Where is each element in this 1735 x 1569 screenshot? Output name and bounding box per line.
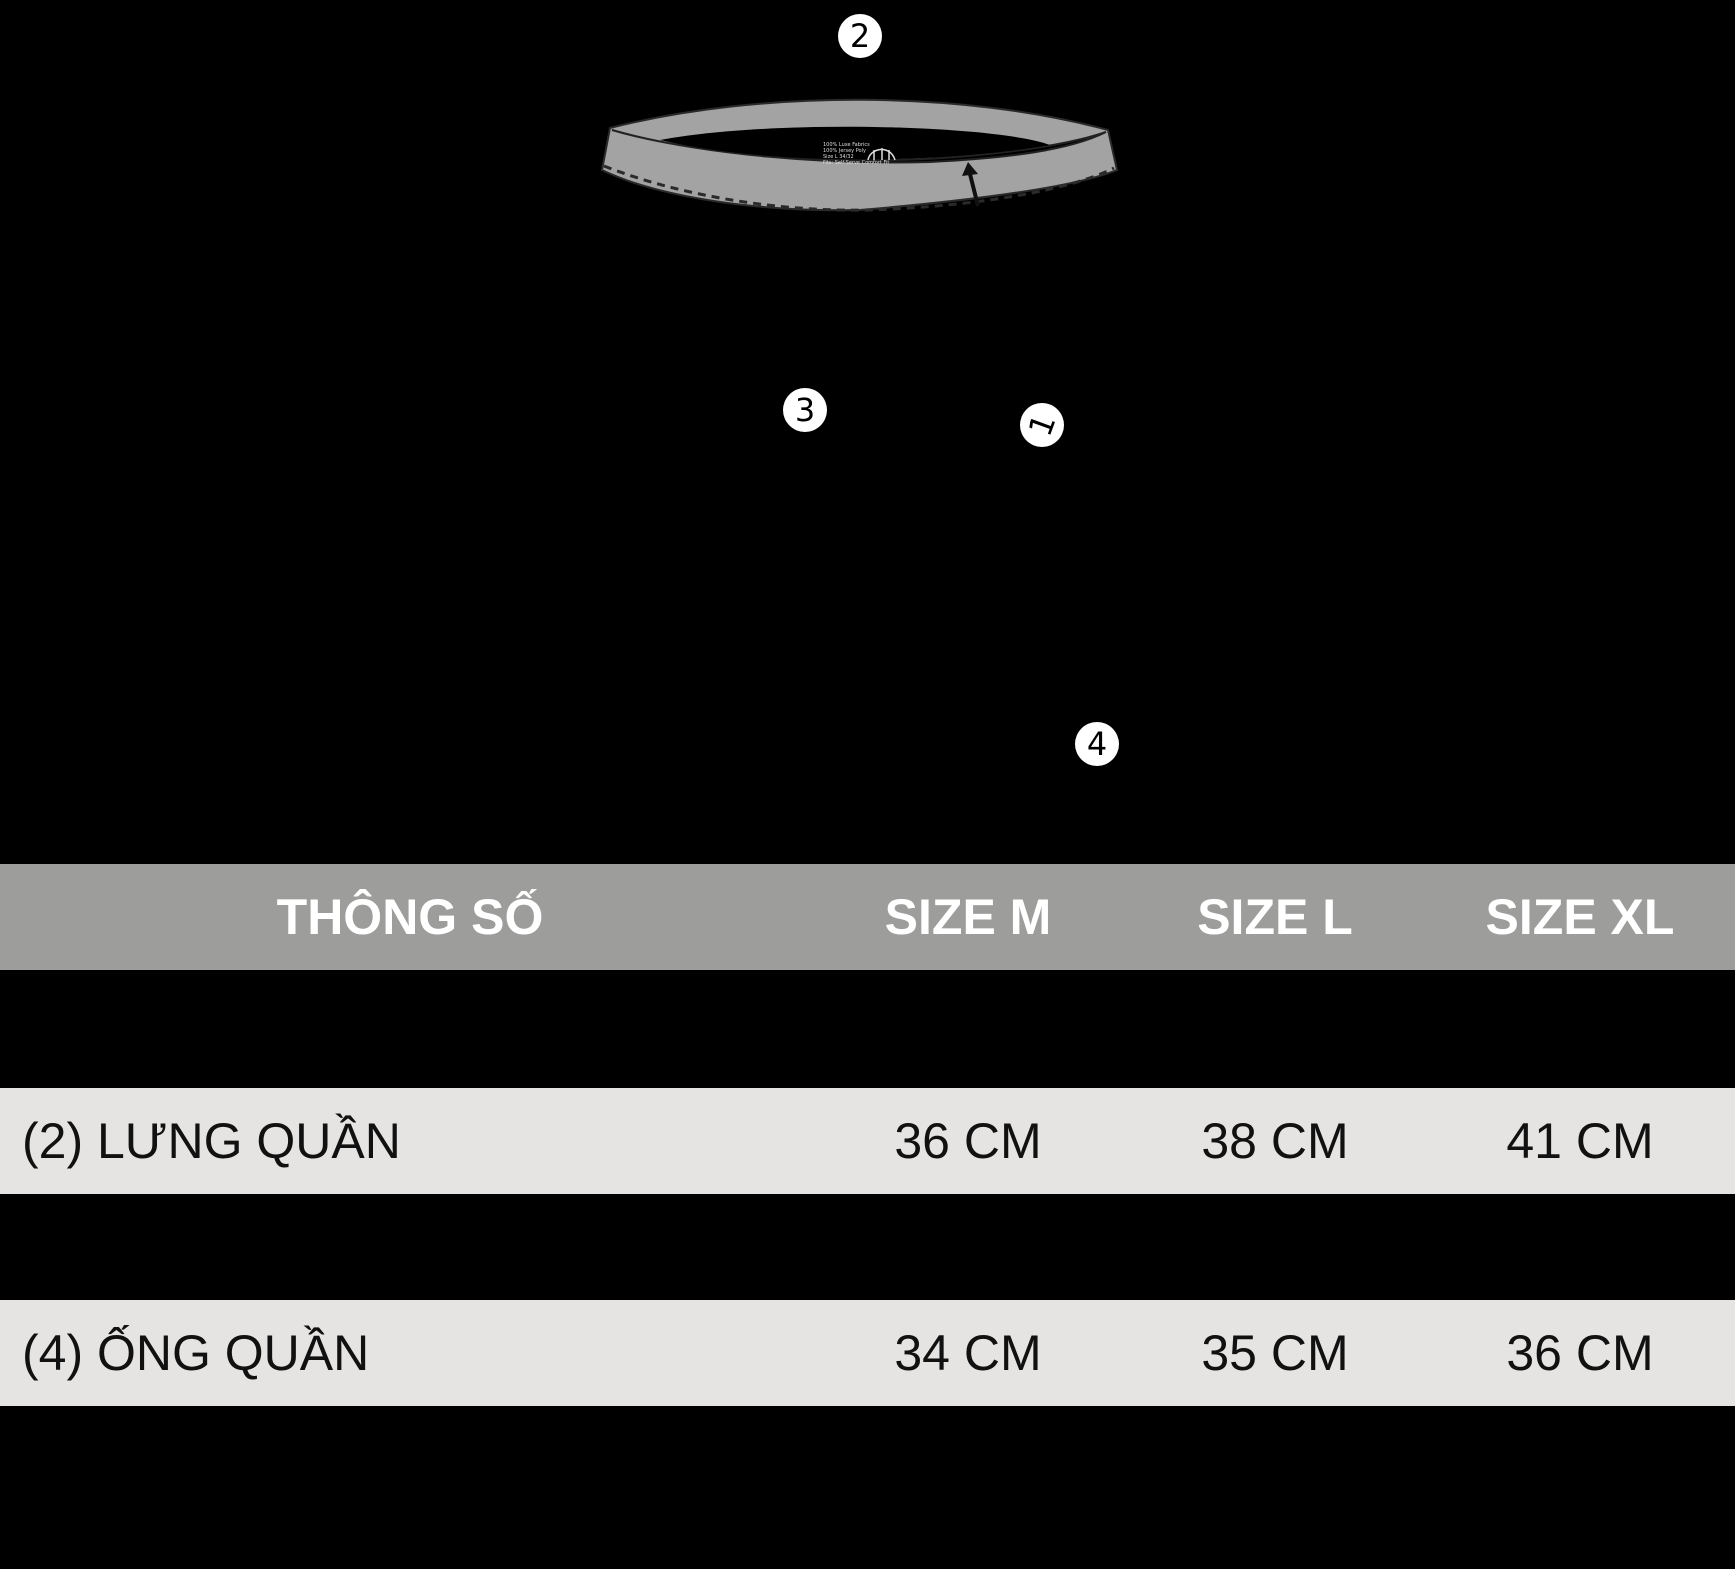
value-size-xl: 36 CM [1506,1325,1654,1381]
callout-3-badge: 3 [783,388,827,432]
callout-1-badge: 1 [1020,403,1064,447]
header-size-l: SIZE L [1197,889,1353,945]
callout-2-badge: 2 [838,14,882,58]
tag-line-1: 100% Luxe Fabrics [823,142,870,148]
value-size-m: 36 CM [894,1113,1042,1169]
tag-line-2: 100% Jersey Poly [823,148,866,154]
header-spec: THÔNG SỐ [276,889,544,945]
header-size-m: SIZE M [884,889,1052,945]
header-size-xl: SIZE XL [1485,889,1675,945]
brand-logo [867,148,896,161]
table-row-leg-opening: (4) ỐNG QUẦN 34 CM 35 CM 36 CM [0,1300,1735,1406]
row-label: (4) ỐNG QUẦN [22,1325,370,1381]
callout-4-badge: 4 [1075,722,1119,766]
value-size-l: 38 CM [1201,1113,1349,1169]
row-label: (2) LƯNG QUẦN [22,1113,401,1169]
tag-line-3: Size L 34/32 [823,154,854,160]
value-size-l: 35 CM [1201,1325,1349,1381]
measure-arrow [962,162,980,207]
value-size-xl: 41 CM [1506,1113,1654,1169]
tag-line-4: Fits: Self-Serve Comfort Fit [823,160,889,166]
waistband-illustration: 100% Luxe Fabrics 100% Jersey Poly Size … [600,98,1119,212]
table-row-waist: (2) LƯNG QUẦN 36 CM 38 CM 41 CM [0,1088,1735,1194]
value-size-m: 34 CM [894,1325,1042,1381]
size-table-header: THÔNG SỐ SIZE M SIZE L SIZE XL [0,864,1735,970]
garment-diagram: 100% Luxe Fabrics 100% Jersey Poly Size … [600,14,1119,766]
